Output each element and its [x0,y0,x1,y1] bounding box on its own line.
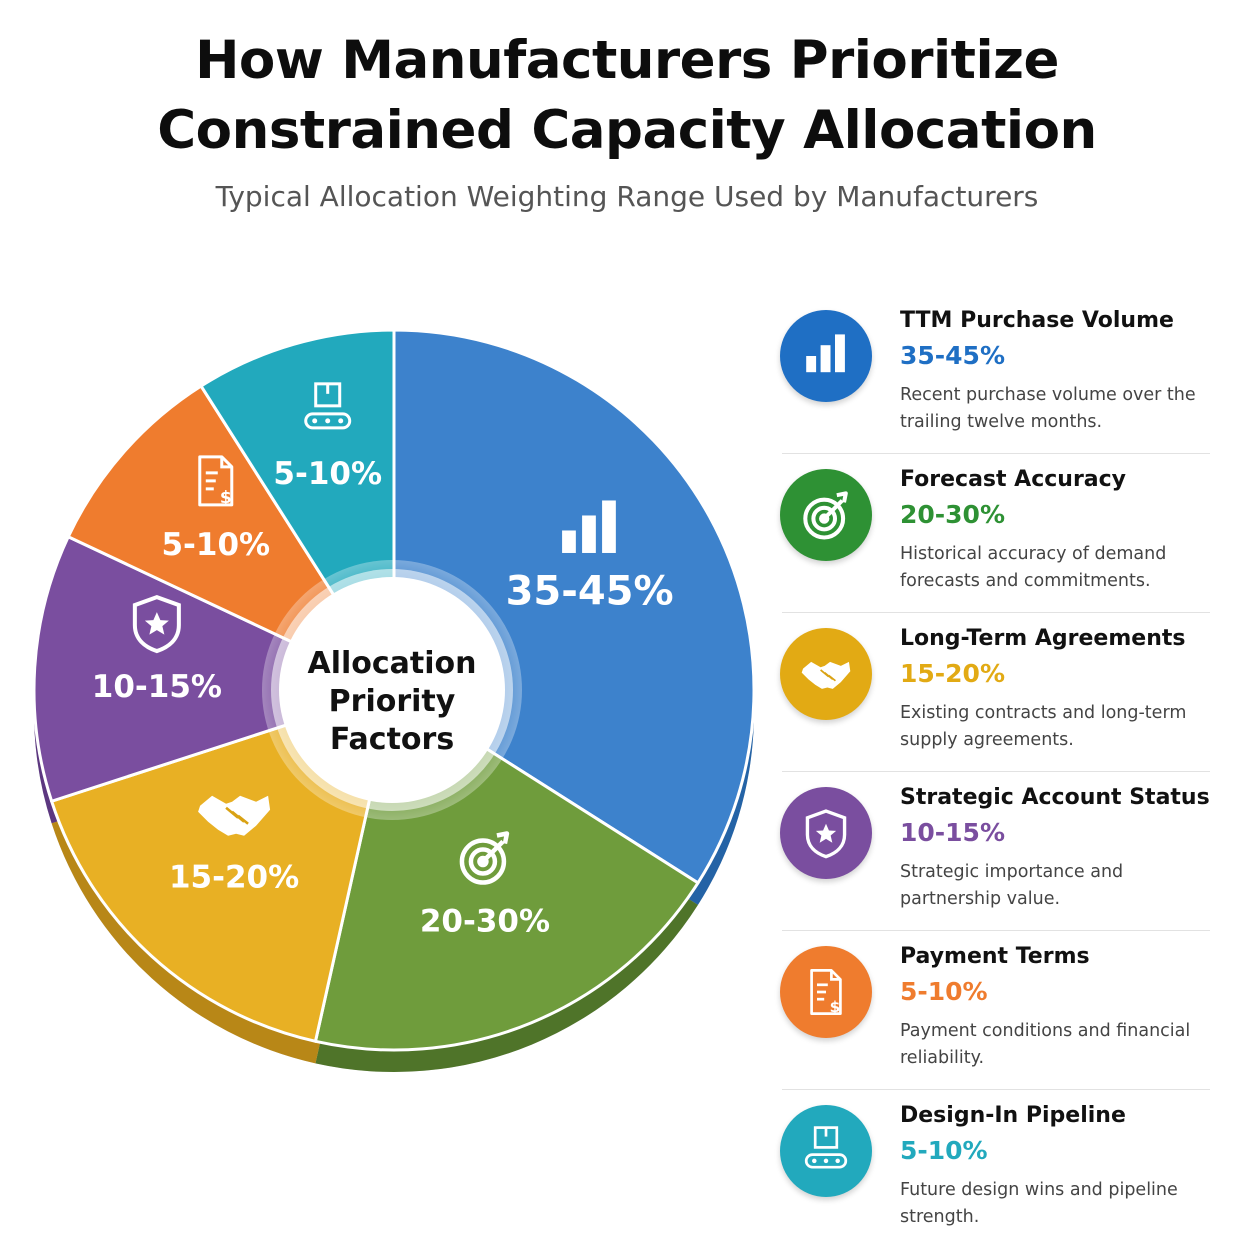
legend-title: Strategic Account Status [900,785,1210,810]
legend-badge-ttm-purchase-volume [780,310,872,402]
legend-range: 15-20% [900,659,1006,688]
legend-item-strategic-account-status: Strategic Account Status 10-15% Strategi… [776,771,1216,936]
legend-description: Future design wins and pipeline strength… [900,1180,1178,1227]
legend-badge-forecast-accuracy [780,469,872,561]
legend-badge-payment-terms [780,946,872,1038]
legend-description: Historical accuracy of demand forecasts … [900,544,1167,591]
page-title: How Manufacturers Prioritize Constrained… [0,26,1254,166]
pie-label-strategic-account-status: 10-15% [92,669,222,705]
pie-label-ttm-purchase-volume: 35-45% [506,568,674,614]
legend-range: 5-10% [900,1136,988,1165]
legend-title: Forecast Accuracy [900,467,1127,492]
legend-title: Long-Term Agreements [900,626,1186,651]
legend-badge-long-term-agreements [780,628,872,720]
invoice-icon [810,969,842,1018]
legend-range: 10-15% [900,818,1006,847]
pie-label-design-in-pipeline: 5-10% [273,456,382,492]
center-label-line-3: Factors [330,722,454,757]
legend-item-payment-terms: Payment Terms 5-10% Payment conditions a… [776,930,1216,1095]
legend-description: Strategic importance and partnership val… [900,862,1124,909]
pie-label-forecast-accuracy: 20-30% [420,904,550,940]
title-line-1: How Manufacturers Prioritize [195,30,1059,91]
legend-item-design-in-pipeline: Design-In Pipeline 5-10% Future design w… [776,1089,1216,1254]
pie-slice-labels: 35-45% 20-30% 15-20% 10-15% 5-10%5-10% [92,382,674,940]
title-line-2: Constrained Capacity Allocation [157,100,1097,161]
conveyor-box-icon [804,1126,848,1169]
legend-badge-design-in-pipeline [780,1105,872,1197]
legend-range: 5-10% [900,977,988,1006]
legend-description: Existing contracts and long-term supply … [900,703,1187,750]
bar-chart-icon [806,334,845,373]
target-icon [799,488,853,542]
legend-range: 20-30% [900,500,1006,529]
pie-label-long-term-agreements: 15-20% [169,860,299,896]
center-label-line-2: Priority [329,684,456,719]
pie-label-payment-terms: 5-10% [161,527,270,563]
legend-description: Payment conditions and financial reliabi… [900,1021,1191,1068]
legend-description: Recent purchase volume over the trailing… [900,385,1196,432]
legend-item-long-term-agreements: Long-Term Agreements 15-20% Existing con… [776,612,1216,777]
legend-badge-strategic-account-status [780,787,872,879]
legend-item-forecast-accuracy: Forecast Accuracy 20-30% Historical accu… [776,453,1216,618]
legend-item-ttm-purchase-volume: TTM Purchase Volume 35-45% Recent purcha… [776,300,1216,459]
pie-chart: $ 35-45%20-30%15-20%10-15%5-10%5-10% All… [32,328,756,1072]
shield-star-icon [805,809,847,859]
legend-title: Design-In Pipeline [900,1103,1126,1128]
center-label-line-1: Allocation [307,646,476,681]
legend-title: TTM Purchase Volume [900,308,1174,333]
pie-slice-strategic-account-status [32,535,396,803]
page-subtitle: Typical Allocation Weighting Range Used … [215,180,1039,213]
legend-range: 35-45% [900,341,1006,370]
legend: TTM Purchase Volume 35-45% Recent purcha… [776,300,1216,1254]
handshake-icon [800,661,852,690]
center-hole [279,577,505,803]
legend-title: Payment Terms [900,944,1090,969]
